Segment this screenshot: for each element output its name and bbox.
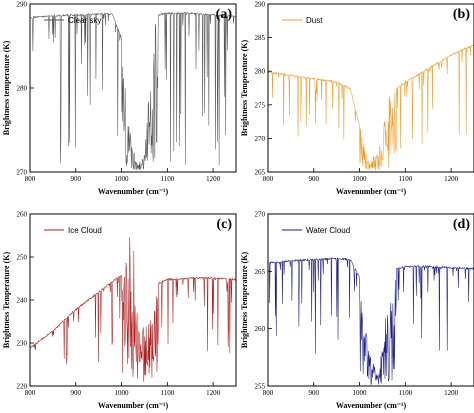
y-tick-label: 290 (255, 1, 266, 9)
panel-d: 800 900 1000 1100 1200 255 260 265 270 Wavenumber… (240, 211, 474, 410)
x-tick-label: 1000 (115, 389, 130, 397)
y-tick-label: 220 (17, 383, 28, 391)
panel-a: 800 900 1000 1100 1200 270 280 290 Wavenumber (c… (2, 1, 237, 196)
y-tick-label: 270 (255, 211, 266, 219)
x-tick-label: 1000 (353, 389, 368, 397)
panel-b: 800 900 1000 1100 1200 265 270 275 280 285 290 Wave… (240, 1, 474, 196)
y-tick-label: 230 (17, 340, 28, 348)
y-tick-label: 270 (17, 169, 28, 177)
x-axis-label: Wavenumber (cm⁻¹) (98, 187, 169, 196)
x-tick-label: 1200 (206, 389, 221, 397)
y-tick-label: 265 (255, 268, 266, 276)
y-axis-label: Brightness Temperature (K) (240, 40, 249, 137)
y-tick-label: 260 (255, 325, 266, 333)
panel-label: (c) (216, 217, 232, 232)
x-tick-label: 800 (263, 175, 274, 183)
x-tick-label: 900 (71, 175, 82, 183)
plot-frame (267, 3, 474, 173)
x-tick-label: 1200 (444, 175, 459, 183)
x-tick-label: 900 (309, 389, 320, 397)
legend-label: Dust (306, 16, 323, 25)
y-tick-label: 240 (17, 297, 28, 305)
y-axis-label: Brightness Temperature (K) (240, 252, 249, 349)
x-tick-label: 1100 (398, 175, 412, 183)
x-tick-label: 1200 (444, 389, 459, 397)
y-tick-label: 280 (255, 68, 266, 76)
y-tick-label: 280 (17, 85, 28, 93)
x-axis-label: Wavenumber (cm⁻¹) (98, 401, 169, 410)
panel-label: (a) (216, 7, 233, 22)
x-axis-label: Wavenumber (cm⁻¹) (336, 187, 407, 196)
y-tick-label: 270 (255, 135, 266, 143)
x-tick-label: 800 (263, 389, 274, 397)
y-tick-label: 250 (17, 254, 28, 262)
x-tick-label: 800 (25, 175, 36, 183)
y-tick-label: 275 (255, 101, 266, 109)
x-axis-label: Wavenumber (cm⁻¹) (336, 401, 407, 410)
x-tick-label: 900 (71, 389, 82, 397)
panel-c: 800 900 1000 1100 1200 220 230 240 250 260 Wavenum… (2, 211, 237, 410)
x-tick-label: 1000 (353, 175, 368, 183)
y-tick-label: 290 (17, 1, 28, 9)
series-line (268, 44, 474, 171)
x-tick-label: 900 (309, 175, 320, 183)
legend-label: Clear sky (68, 16, 101, 25)
legend-label: Ice Cloud (68, 226, 102, 235)
panel-label: (b) (453, 7, 470, 22)
x-tick-label: 800 (25, 389, 36, 397)
y-tick-label: 255 (255, 383, 266, 391)
series-line (30, 237, 236, 382)
y-tick-label: 260 (17, 211, 28, 219)
x-tick-label: 1100 (160, 175, 174, 183)
y-axis-label: Brightness temperature (K) (2, 40, 11, 135)
x-tick-label: 1000 (115, 175, 130, 183)
y-tick-label: 265 (255, 169, 266, 177)
plot-frame (267, 213, 474, 387)
panel-label: (d) (453, 217, 470, 232)
legend-label: Water Cloud (306, 226, 350, 235)
x-tick-label: 1200 (206, 175, 221, 183)
x-tick-label: 1100 (398, 389, 412, 397)
y-axis-label: Brightness Temperature (K) (2, 252, 11, 349)
series-line (30, 11, 236, 171)
y-tick-label: 285 (255, 34, 266, 42)
series-line (268, 257, 474, 385)
x-tick-label: 1100 (160, 389, 174, 397)
plot-frame (29, 213, 237, 387)
